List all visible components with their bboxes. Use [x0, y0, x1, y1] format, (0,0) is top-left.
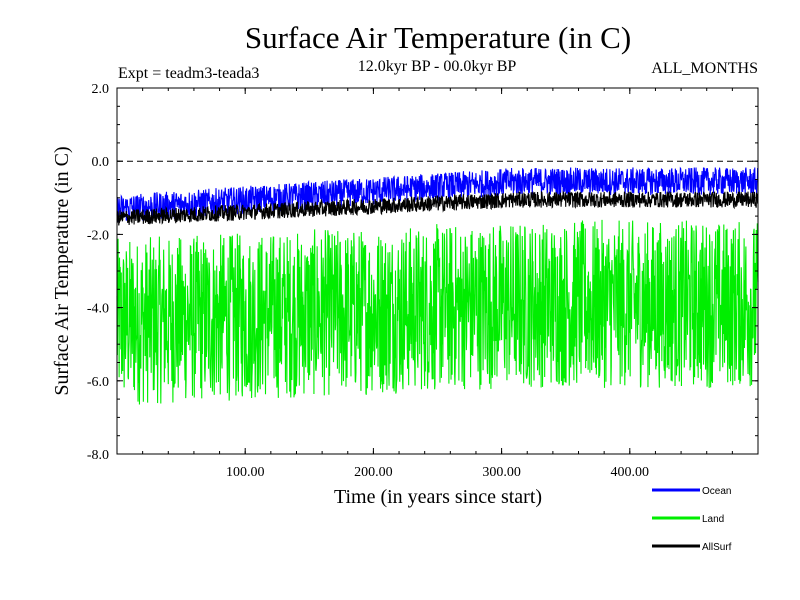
- y-tick-label: 2.0: [92, 82, 110, 97]
- plot-area: [116, 160, 759, 405]
- legend-label-allsurf: AllSurf: [702, 542, 732, 553]
- months-label: ALL_MONTHS: [651, 60, 758, 77]
- y-tick-label: -8.0: [87, 448, 109, 463]
- legend-label-ocean: Ocean: [702, 486, 731, 497]
- y-axis-label: Surface Air Temperature (in C): [51, 146, 73, 395]
- x-tick-label: 200.00: [354, 465, 393, 480]
- series-line-allsurf: [116, 190, 759, 226]
- y-tick-label: 0.0: [92, 155, 110, 170]
- legend-label-land: Land: [702, 514, 724, 525]
- x-axis-label: Time (in years since start): [334, 486, 542, 508]
- y-tick-label: -2.0: [87, 228, 109, 243]
- x-tick-label: 300.00: [482, 465, 521, 480]
- experiment-label: Expt = teadm3-teada3: [118, 65, 259, 82]
- y-tick-label: -6.0: [87, 375, 109, 390]
- axis-ticks: 2.0 0.0 -2.0 -4.0 -6.0 -8.0 100.00 200.00 300.00…: [87, 82, 759, 480]
- chart-subtitle: 12.0kyr BP - 00.0kyr BP: [358, 58, 517, 75]
- x-tick-label: 100.00: [226, 465, 265, 480]
- series-line-land: [116, 219, 759, 405]
- series-line-ocean: [116, 166, 759, 223]
- legend: Ocean Land AllSurf: [652, 486, 732, 553]
- y-tick-label: -4.0: [87, 302, 109, 317]
- x-tick-label: 400.00: [611, 465, 650, 480]
- chart-title: Surface Air Temperature (in C): [245, 20, 631, 55]
